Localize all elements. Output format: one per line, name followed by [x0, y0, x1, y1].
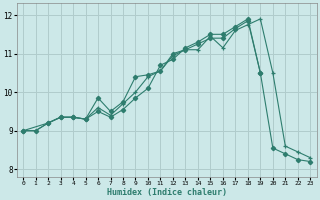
- X-axis label: Humidex (Indice chaleur): Humidex (Indice chaleur): [107, 188, 227, 197]
